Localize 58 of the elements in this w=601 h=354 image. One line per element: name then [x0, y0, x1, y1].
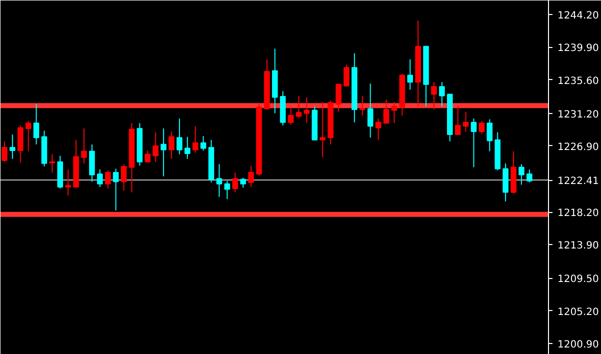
candlestick [320, 101, 326, 158]
candlestick [478, 120, 485, 134]
candlestick [470, 118, 477, 168]
candlestick [104, 170, 111, 189]
candlestick [502, 162, 508, 202]
candlestick [200, 136, 206, 151]
candlestick [176, 118, 182, 155]
candlestick [518, 164, 524, 186]
candlestick [526, 168, 532, 183]
candlestick [431, 82, 437, 110]
candlestick [391, 101, 398, 124]
candlestick [25, 120, 32, 152]
candlestick [344, 64, 350, 88]
candlestick [120, 164, 127, 192]
candlestick [383, 99, 390, 124]
y-tick-label: 1226.90 [558, 142, 599, 153]
candlestick [454, 105, 461, 136]
candlestick [296, 95, 302, 118]
candlestick [216, 164, 222, 198]
y-tick-label: 1218.20 [558, 208, 599, 220]
candlestick [65, 168, 71, 196]
candlestick [439, 82, 445, 107]
candlestick [240, 177, 246, 188]
candlestick [152, 132, 158, 162]
y-tick-label: 1200.90 [558, 339, 599, 350]
y-tick-label: 1213.90 [558, 240, 599, 252]
candlestick [304, 96, 310, 124]
y-tick-label: 1239.90 [558, 43, 599, 54]
candlestick [336, 84, 342, 112]
candlestick [144, 150, 151, 162]
candlestick [184, 136, 190, 160]
candlestick [168, 130, 174, 160]
candlestick [81, 128, 87, 164]
candlestick [407, 58, 413, 90]
candlestick [224, 180, 230, 200]
candlestick [160, 128, 166, 177]
candlestick [360, 95, 366, 116]
candlestick [486, 118, 493, 152]
y-tick-label: 1209.50 [558, 274, 599, 286]
candlestick [18, 124, 24, 164]
candlestick [10, 134, 16, 160]
y-tick-label: 1231.20 [558, 109, 599, 120]
y-tick-label: 1244.20 [558, 10, 599, 22]
candlestick [33, 104, 40, 145]
candlestick [288, 106, 294, 126]
candlestick [462, 111, 469, 132]
candlestick [192, 126, 198, 154]
candlestick [375, 118, 382, 140]
y-tick-label: 1205.20 [558, 306, 599, 318]
candlestick [2, 140, 8, 162]
candlestick [367, 83, 374, 138]
candlestick [248, 165, 254, 188]
ref-line-label: 1222.41 [558, 176, 599, 188]
y-tick-label: 1235.60 [558, 76, 599, 87]
candlestick [112, 168, 119, 212]
candlestick [232, 172, 238, 193]
candlestick [97, 168, 103, 188]
candlestick [89, 144, 95, 182]
